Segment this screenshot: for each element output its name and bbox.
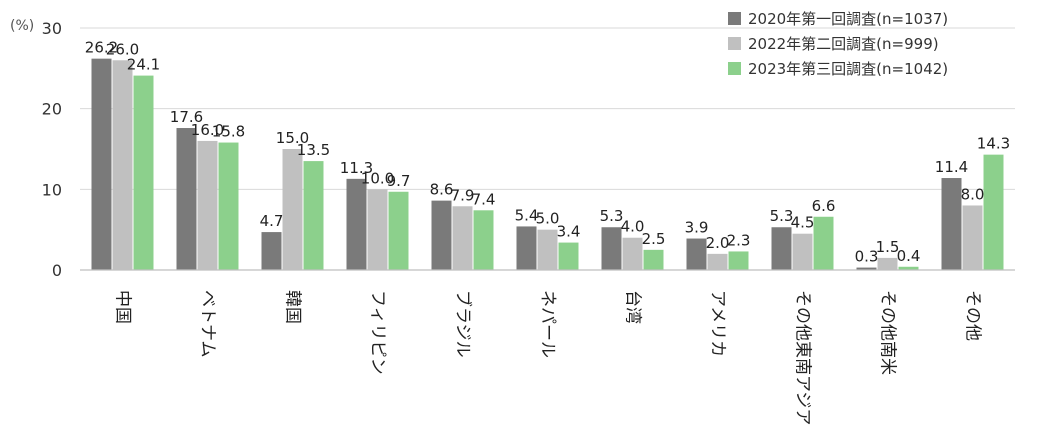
category-labels: 中国 ベトナム 韓国 フィリピン ブラジル ネパール 台湾 アメリカ その他東南アジア その他南米… bbox=[113, 290, 983, 425]
data-label: 11.3 bbox=[340, 159, 373, 177]
data-label: 24.1 bbox=[127, 56, 160, 74]
data-label: 17.6 bbox=[170, 108, 203, 126]
bar-series-1-cat-8 bbox=[686, 238, 707, 270]
bar-series-1-cat-2 bbox=[176, 128, 197, 270]
data-label: 4.5 bbox=[791, 214, 815, 232]
legend-label-2020: 2020年第一回調査(n=1037) bbox=[748, 10, 949, 28]
bar-series-2-cat-1 bbox=[112, 60, 133, 271]
data-label: 26.0 bbox=[106, 40, 139, 58]
bar-series-3-cat-11 bbox=[983, 154, 1004, 270]
data-label: 10.0 bbox=[361, 169, 394, 187]
bar-series-2-cat-10 bbox=[877, 257, 898, 270]
data-label: 13.5 bbox=[297, 141, 330, 159]
data-label: 14.3 bbox=[977, 135, 1010, 153]
data-label: 16.0 bbox=[191, 121, 224, 139]
bar-series-3-cat-8 bbox=[728, 251, 749, 270]
data-label: 0.4 bbox=[897, 247, 921, 265]
category-label: その他 bbox=[963, 290, 983, 341]
bar-series-3-cat-4 bbox=[388, 191, 409, 270]
bar-series-3-cat-3 bbox=[303, 161, 324, 270]
data-label: 1.5 bbox=[876, 238, 900, 256]
data-label: 26.2 bbox=[85, 39, 118, 57]
bar-series-3-cat-7 bbox=[643, 249, 664, 270]
y-tick-label: 20 bbox=[42, 100, 62, 119]
data-label: 5.3 bbox=[600, 207, 624, 225]
bars bbox=[91, 58, 1004, 271]
bar-series-1-cat-5 bbox=[431, 200, 452, 270]
y-axis-label: (%) bbox=[10, 18, 34, 34]
bar-series-2-cat-2 bbox=[197, 140, 218, 270]
data-label: 9.7 bbox=[387, 172, 411, 190]
bar-series-2-cat-7 bbox=[622, 237, 643, 270]
bar-series-1-cat-6 bbox=[516, 226, 537, 270]
data-label: 3.9 bbox=[685, 219, 709, 237]
category-label: その他南米 bbox=[878, 290, 898, 375]
data-label: 5.4 bbox=[515, 206, 539, 224]
bar-series-3-cat-10 bbox=[898, 266, 919, 270]
bar-series-2-cat-8 bbox=[707, 253, 728, 270]
data-label: 4.0 bbox=[621, 218, 645, 236]
legend: 2020年第一回調査(n=1037) 2022年第二回調査(n=999) 202… bbox=[728, 6, 1028, 81]
data-label: 0.3 bbox=[855, 248, 879, 266]
data-label: 8.0 bbox=[961, 185, 985, 203]
legend-item-2023: 2023年第三回調査(n=1042) bbox=[728, 56, 1028, 81]
bar-series-1-cat-11 bbox=[941, 178, 962, 270]
data-label: 6.6 bbox=[812, 197, 836, 215]
bar-series-3-cat-2 bbox=[218, 142, 239, 270]
legend-swatch-2023 bbox=[728, 62, 741, 75]
bar-series-1-cat-7 bbox=[601, 227, 622, 270]
data-label: 11.4 bbox=[935, 158, 968, 176]
bar-series-2-cat-6 bbox=[537, 229, 558, 270]
bar-series-1-cat-10 bbox=[856, 267, 877, 270]
data-label: 7.9 bbox=[451, 186, 475, 204]
data-label: 5.3 bbox=[770, 207, 794, 225]
category-label: アメリカ bbox=[708, 290, 728, 357]
y-tick-label: 10 bbox=[42, 180, 62, 199]
legend-label-2023: 2023年第三回調査(n=1042) bbox=[748, 60, 949, 78]
category-label: 中国 bbox=[113, 290, 133, 324]
bar-series-2-cat-9 bbox=[792, 233, 813, 270]
legend-item-2022: 2022年第二回調査(n=999) bbox=[728, 31, 1028, 56]
y-tick-label: 30 bbox=[42, 19, 62, 38]
category-label: 韓国 bbox=[283, 290, 303, 324]
data-label: 2.5 bbox=[642, 230, 666, 248]
data-label: 4.7 bbox=[260, 212, 284, 230]
legend-swatch-2020 bbox=[728, 12, 741, 25]
legend-item-2020: 2020年第一回調査(n=1037) bbox=[728, 6, 1028, 31]
data-label: 2.0 bbox=[706, 234, 730, 252]
bar-series-3-cat-1 bbox=[133, 75, 154, 271]
data-label: 15.8 bbox=[212, 123, 245, 141]
legend-swatch-2022 bbox=[728, 37, 741, 50]
bar-series-1-cat-3 bbox=[261, 232, 282, 270]
data-label: 5.0 bbox=[536, 210, 560, 228]
data-label: 3.4 bbox=[557, 223, 581, 241]
category-label: ネパール bbox=[538, 290, 558, 358]
bar-series-3-cat-9 bbox=[813, 216, 834, 270]
bar-series-3-cat-5 bbox=[473, 210, 494, 270]
bar-series-2-cat-3 bbox=[282, 149, 303, 270]
data-label: 2.3 bbox=[727, 231, 751, 249]
category-label: フィリピン bbox=[368, 290, 388, 375]
axes: 0 10 20 30 bbox=[42, 19, 1015, 280]
bar-series-1-cat-9 bbox=[771, 227, 792, 270]
category-label: 台湾 bbox=[623, 290, 643, 324]
category-label: その他東南アジア bbox=[793, 290, 813, 425]
bar-series-3-cat-6 bbox=[558, 242, 579, 270]
data-labels: 26.226.024.117.616.015.84.715.013.511.31… bbox=[85, 39, 1010, 266]
data-label: 7.4 bbox=[472, 190, 496, 208]
category-label: ブラジル bbox=[453, 290, 474, 358]
legend-label-2022: 2022年第二回調査(n=999) bbox=[748, 35, 939, 53]
bar-series-1-cat-4 bbox=[346, 178, 367, 270]
bar-series-2-cat-5 bbox=[452, 206, 473, 270]
bar-series-2-cat-11 bbox=[962, 205, 983, 270]
category-label: ベトナム bbox=[198, 290, 218, 358]
bar-series-2-cat-4 bbox=[367, 189, 388, 270]
data-label: 15.0 bbox=[276, 129, 309, 147]
bar-series-1-cat-1 bbox=[91, 58, 112, 270]
data-label: 8.6 bbox=[430, 181, 454, 199]
y-tick-label: 0 bbox=[52, 261, 62, 280]
